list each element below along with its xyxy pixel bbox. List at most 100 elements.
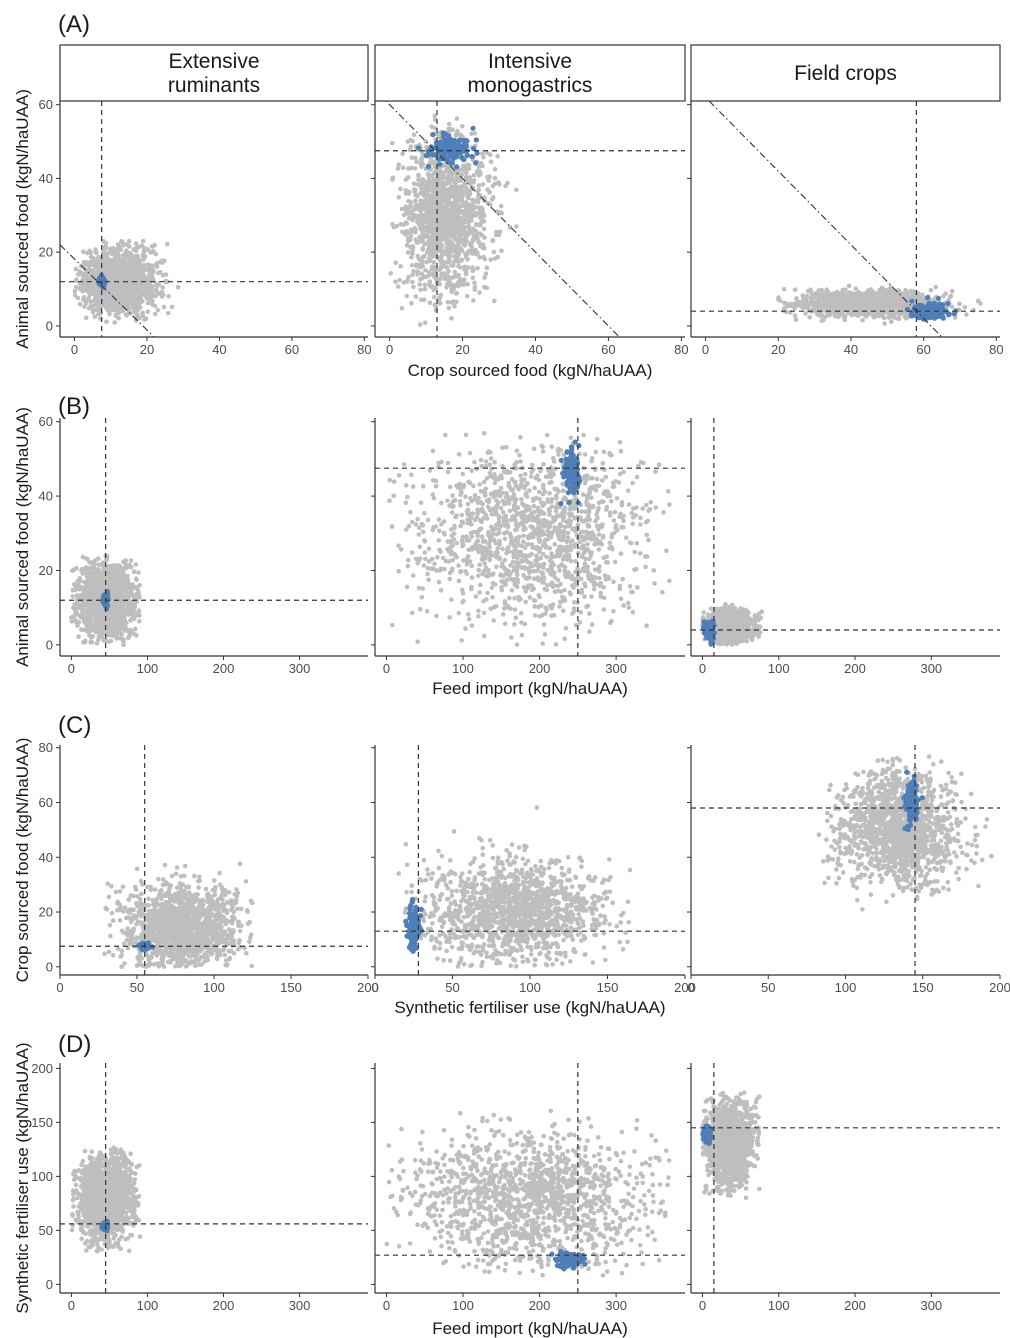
highlighted-point xyxy=(447,146,453,152)
simulation-point xyxy=(405,189,411,195)
simulation-point xyxy=(451,282,457,288)
simulation-point xyxy=(388,271,394,276)
simulation-point xyxy=(844,292,849,298)
simulation-point xyxy=(98,310,104,316)
simulation-point xyxy=(430,219,436,225)
simulation-point xyxy=(853,297,859,303)
simulation-point xyxy=(898,306,904,311)
simulation-point xyxy=(811,305,817,311)
simulation-point xyxy=(792,287,798,293)
simulation-point xyxy=(422,234,427,240)
simulation-point xyxy=(928,287,934,293)
simulation-point xyxy=(888,292,893,297)
simulation-point xyxy=(419,297,424,303)
simulation-point xyxy=(778,298,783,304)
simulation-point xyxy=(415,239,420,245)
simulation-point xyxy=(888,285,893,290)
simulation-point xyxy=(455,211,461,217)
simulation-point xyxy=(112,259,118,264)
highlighted-point xyxy=(937,313,943,319)
x-tick-label: 20 xyxy=(140,342,154,357)
simulation-point xyxy=(482,213,487,219)
simulation-point xyxy=(874,313,880,319)
simulation-point xyxy=(903,316,909,321)
simulation-point xyxy=(493,232,499,237)
simulation-point xyxy=(92,314,98,320)
simulation-point xyxy=(120,308,126,314)
facet-strip-box xyxy=(690,44,1001,102)
simulation-point xyxy=(437,281,442,287)
simulation-point xyxy=(82,280,87,285)
simulation-point xyxy=(127,260,133,265)
simulation-point xyxy=(471,204,476,210)
simulation-point xyxy=(449,247,455,252)
simulation-point xyxy=(141,277,146,282)
simulation-point xyxy=(149,287,154,293)
simulation-point xyxy=(857,310,862,316)
simulation-point xyxy=(514,224,519,229)
simulation-point xyxy=(495,153,500,159)
simulation-point xyxy=(432,164,438,169)
simulation-point xyxy=(837,300,842,306)
simulation-point xyxy=(421,192,427,198)
simulation-point xyxy=(468,241,473,247)
highlighted-point xyxy=(442,146,448,152)
simulation-point xyxy=(420,247,426,252)
y-tick-label: 0 xyxy=(46,318,53,333)
simulation-point xyxy=(166,294,171,299)
simulation-point xyxy=(860,304,866,310)
simulation-point xyxy=(446,121,452,127)
simulation-point xyxy=(126,238,132,244)
highlighted-point xyxy=(453,140,459,146)
simulation-point xyxy=(422,286,428,292)
simulation-point xyxy=(497,229,503,235)
chart-row-b: (B)Animal sourced food (kgN/haUAA)Feed i… xyxy=(13,393,1000,698)
simulation-point xyxy=(93,295,98,301)
simulation-point xyxy=(113,281,118,286)
simulation-point xyxy=(471,200,476,205)
simulation-point xyxy=(464,239,470,244)
simulation-point xyxy=(484,285,490,291)
simulation-point xyxy=(463,272,469,277)
simulation-point xyxy=(139,243,145,248)
simulation-point xyxy=(123,285,129,291)
simulation-point xyxy=(420,177,426,182)
simulation-point xyxy=(409,254,414,260)
simulation-point xyxy=(446,305,452,311)
simulation-point xyxy=(426,220,431,226)
simulation-point xyxy=(124,242,130,247)
simulation-point xyxy=(884,306,889,312)
simulation-point xyxy=(121,253,126,258)
highlighted-point xyxy=(924,295,931,301)
highlighted-point xyxy=(471,146,477,152)
highlighted-point xyxy=(469,153,475,160)
simulation-point xyxy=(860,317,865,323)
simulation-point xyxy=(842,298,847,303)
simulation-point xyxy=(420,238,426,244)
simulation-point xyxy=(105,272,111,278)
simulation-point xyxy=(122,273,127,278)
simulation-point xyxy=(836,306,842,312)
simulation-point xyxy=(836,314,841,320)
simulation-point xyxy=(474,232,480,237)
simulation-point xyxy=(88,271,93,277)
simulation-point xyxy=(905,294,910,299)
highlighted-point xyxy=(448,154,454,160)
simulation-point xyxy=(482,275,487,280)
simulation-point xyxy=(471,298,476,303)
simulation-point xyxy=(396,195,402,200)
simulation-point xyxy=(161,304,167,310)
simulation-point xyxy=(434,248,440,254)
simulation-point xyxy=(401,212,407,218)
simulation-point xyxy=(149,263,154,268)
simulation-point xyxy=(411,132,417,137)
simulation-point xyxy=(399,206,405,212)
simulation-point xyxy=(459,248,465,253)
highlighted-point xyxy=(473,137,479,143)
simulation-point xyxy=(93,249,99,254)
simulation-point xyxy=(805,300,810,306)
y-tick-label: 60 xyxy=(39,97,53,112)
simulation-point xyxy=(888,296,894,302)
simulation-point xyxy=(78,270,84,276)
y-axis-title: Animal sourced food (kgN/haUAA) xyxy=(13,89,32,349)
